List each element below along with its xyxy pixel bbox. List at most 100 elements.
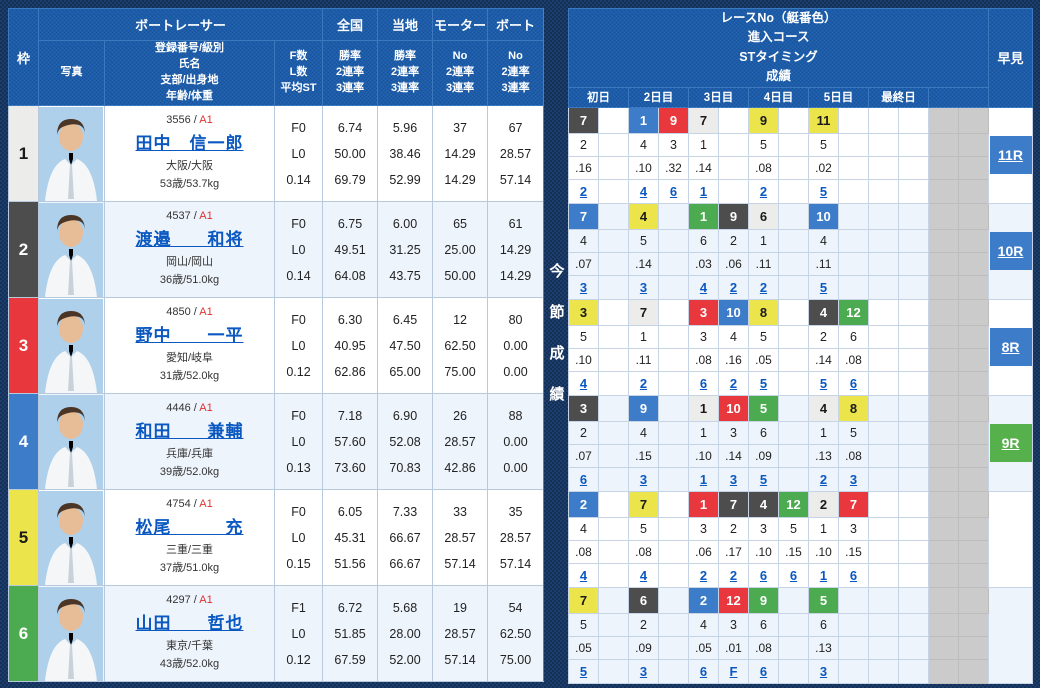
finish-cell xyxy=(778,178,809,204)
finish-cell xyxy=(928,370,959,396)
result-link[interactable]: 5 xyxy=(759,375,768,391)
race-no-cell: 9 xyxy=(718,202,749,230)
result-link[interactable]: 6 xyxy=(759,663,768,679)
finish-cell xyxy=(898,562,929,588)
race-no-cell: 2 xyxy=(808,490,839,518)
result-link[interactable]: 6 xyxy=(699,375,708,391)
result-link[interactable]: 2 xyxy=(639,375,648,391)
registration-number: 4754 xyxy=(166,498,191,511)
hayami-link[interactable]: 8R xyxy=(989,328,1032,366)
fl-stats: F0 L0 0.12 xyxy=(273,297,324,394)
result-link[interactable]: 5 xyxy=(819,375,828,391)
racer-name-link[interactable]: 田中 信一郎 xyxy=(135,134,244,154)
fl-stats: F0 L0 0.14 xyxy=(273,201,324,298)
result-link[interactable]: 4 xyxy=(579,567,588,583)
result-link[interactable]: 2 xyxy=(759,183,768,199)
result-link[interactable]: 5 xyxy=(819,279,828,295)
result-link[interactable]: 4 xyxy=(639,183,648,199)
hayami-link[interactable]: 11R xyxy=(989,136,1032,174)
result-link[interactable]: 2 xyxy=(759,279,768,295)
race-no-cell: 11 xyxy=(808,106,839,134)
result-link[interactable]: 2 xyxy=(579,183,588,199)
racer-name-link[interactable]: 渡邉 和将 xyxy=(135,230,244,250)
result-link[interactable]: 1 xyxy=(699,471,708,487)
result-link[interactable]: 3 xyxy=(729,471,738,487)
result-link[interactable]: 6 xyxy=(579,471,588,487)
stat-value: F0 xyxy=(291,312,306,327)
result-link[interactable]: 3 xyxy=(819,663,828,679)
finish-cell xyxy=(778,466,809,492)
race-no-cell xyxy=(598,394,629,422)
course-cell xyxy=(957,420,990,445)
stat-value: 28.57 xyxy=(499,530,532,545)
registration-class: 4537 / A1 xyxy=(166,210,213,223)
st-cell: .15 xyxy=(778,539,809,564)
st-cell xyxy=(838,635,869,660)
result-link[interactable]: 2 xyxy=(819,471,828,487)
fl-stats: F0 L0 0.14 xyxy=(273,105,324,202)
result-link[interactable]: F xyxy=(729,663,738,679)
result-link[interactable]: 5 xyxy=(759,471,768,487)
stat-value: 69.79 xyxy=(334,172,366,187)
finish-cell xyxy=(898,466,929,492)
result-link[interactable]: 2 xyxy=(729,375,738,391)
col-header-fl-st: F数 L数 平均ST xyxy=(273,40,324,106)
result-link[interactable]: 2 xyxy=(729,567,738,583)
result-link[interactable]: 3 xyxy=(849,471,858,487)
racer-photo xyxy=(38,489,105,586)
st-cell xyxy=(868,347,899,372)
motor-stats: 19 28.57 57.14 xyxy=(432,585,489,682)
course-cell: 4 xyxy=(568,228,599,253)
st-cell xyxy=(957,347,990,372)
finish-cell: 5 xyxy=(808,178,839,204)
racer-row: 1 3556 / A1 田中 信一郎 大阪/大阪 53歳/53.7kg F0 L0 0.14 6… xyxy=(8,105,545,202)
racer-name-link[interactable]: 松尾 充 xyxy=(135,518,244,538)
racer-name-link[interactable]: 野中 一平 xyxy=(135,326,244,346)
race-no-cell: 1 xyxy=(688,490,719,518)
result-link[interactable]: 4 xyxy=(639,567,648,583)
race-no-cell: 8 xyxy=(838,394,869,422)
result-link[interactable]: 1 xyxy=(819,567,828,583)
st-cell xyxy=(868,635,899,660)
result-link[interactable]: 4 xyxy=(699,279,708,295)
result-link[interactable]: 6 xyxy=(849,375,858,391)
racer-name-link[interactable]: 和田 兼輔 xyxy=(135,422,244,442)
finish-cell: 3 xyxy=(628,466,659,492)
result-link[interactable]: 2 xyxy=(699,567,708,583)
result-link[interactable]: 2 xyxy=(729,279,738,295)
result-link[interactable]: 6 xyxy=(669,183,678,199)
result-link[interactable]: 6 xyxy=(789,567,798,583)
result-link[interactable]: 6 xyxy=(759,567,768,583)
hayami-link[interactable]: 9R xyxy=(989,424,1032,462)
race-no-cell: 7 xyxy=(688,106,719,134)
race-no-cell: 7 xyxy=(568,586,599,614)
hayami-link[interactable]: 10R xyxy=(989,232,1032,270)
result-link[interactable]: 1 xyxy=(699,183,708,199)
frame-number: 3 xyxy=(8,297,39,394)
stat-value: 75.00 xyxy=(499,652,532,667)
fl-stats: F0 L0 0.13 xyxy=(273,393,324,490)
finish-cell xyxy=(898,274,929,300)
result-link[interactable]: 3 xyxy=(639,279,648,295)
finish-cell xyxy=(868,370,899,396)
result-link[interactable]: 5 xyxy=(579,663,588,679)
st-cell xyxy=(598,251,629,276)
local-stats: 5.68 28.00 52.00 xyxy=(377,585,434,682)
hayami-cell xyxy=(988,490,1034,588)
finish-cell xyxy=(928,562,959,588)
results-subrow: .16 .10.32.14 .08 .02 xyxy=(568,155,1033,180)
result-link[interactable]: 3 xyxy=(639,663,648,679)
class-badge: A1 xyxy=(199,498,213,511)
result-link[interactable]: 3 xyxy=(639,471,648,487)
course-cell: 6 xyxy=(838,324,869,349)
result-link[interactable]: 4 xyxy=(579,375,588,391)
course-cell xyxy=(838,228,869,253)
registration-class: 4446 / A1 xyxy=(166,402,213,415)
racer-name-link[interactable]: 山田 哲也 xyxy=(135,614,244,634)
result-link[interactable]: 5 xyxy=(819,183,828,199)
race-no-cell: 10 xyxy=(808,202,839,230)
result-link[interactable]: 6 xyxy=(699,663,708,679)
result-link[interactable]: 3 xyxy=(579,279,588,295)
st-cell xyxy=(658,539,689,564)
result-link[interactable]: 6 xyxy=(849,567,858,583)
